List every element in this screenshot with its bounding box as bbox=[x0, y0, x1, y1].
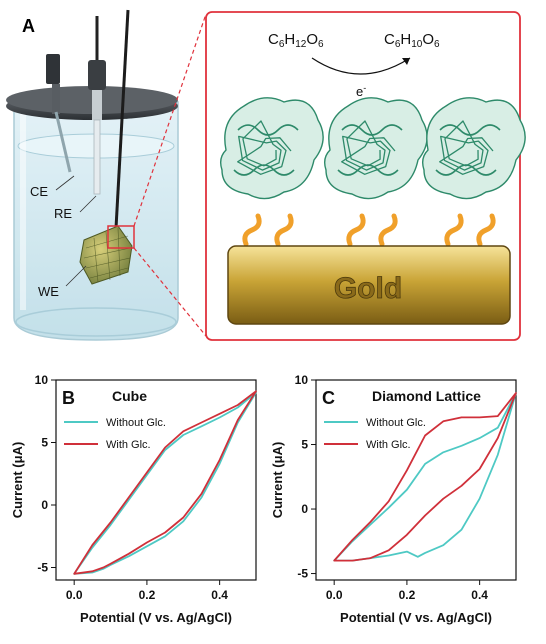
x-tick-label: 0.0 bbox=[326, 588, 343, 602]
label-we: WE bbox=[38, 284, 59, 299]
legend-label: With Glc. bbox=[366, 439, 411, 451]
y-tick-label: -5 bbox=[297, 567, 308, 581]
x-tick-label: 0.4 bbox=[211, 588, 228, 602]
linker bbox=[274, 213, 294, 247]
series-line bbox=[73, 391, 257, 575]
electron-label: e- bbox=[356, 83, 366, 99]
reaction-arrow bbox=[311, 57, 411, 75]
series-line bbox=[333, 392, 517, 562]
linker bbox=[378, 213, 398, 247]
y-tick-label: 0 bbox=[301, 502, 308, 516]
plot-frame bbox=[315, 379, 517, 581]
y-tick-label: -5 bbox=[37, 561, 48, 575]
gold-label: Gold bbox=[334, 272, 402, 305]
working-electrode bbox=[79, 9, 135, 285]
linker bbox=[476, 213, 496, 247]
series-line bbox=[333, 392, 517, 562]
enzyme-group bbox=[219, 97, 526, 200]
panel-letter: B bbox=[62, 388, 75, 408]
y-axis-label: Current (μA) bbox=[10, 442, 25, 519]
plot-frame bbox=[55, 379, 257, 581]
chart-title: Cube bbox=[112, 388, 147, 404]
chart-cube: 0.0 0.2 0.4 -5 0 5 10 Potential (V vs. Ag/AgCl)… bbox=[10, 373, 257, 625]
linker bbox=[242, 213, 262, 247]
electrode-label-lines bbox=[55, 175, 97, 287]
linker bbox=[444, 213, 464, 247]
reaction-arrow-head bbox=[402, 58, 410, 65]
x-tick-label: 0.4 bbox=[471, 588, 488, 602]
y-tick-label: 0 bbox=[41, 498, 48, 512]
y-tick-label: 5 bbox=[301, 438, 308, 452]
series-line bbox=[73, 390, 257, 575]
y-axis-label: Current (μA) bbox=[270, 442, 285, 519]
chart-title: Diamond Lattice bbox=[372, 388, 481, 404]
panel-letter: C bbox=[322, 388, 335, 408]
y-tick-label: 10 bbox=[295, 373, 309, 387]
panel-a-letter: A bbox=[22, 16, 35, 36]
label-re: RE bbox=[54, 206, 72, 221]
x-tick-label: 0.0 bbox=[66, 588, 83, 602]
linker-group bbox=[242, 213, 496, 247]
label-ce: CE bbox=[30, 184, 48, 199]
y-tick-label: 10 bbox=[35, 373, 49, 387]
gold-substrate bbox=[227, 245, 511, 325]
linker bbox=[346, 213, 366, 247]
counter-electrode bbox=[46, 54, 72, 173]
x-tick-label: 0.2 bbox=[399, 588, 416, 602]
y-tick-label: 5 bbox=[41, 436, 48, 450]
enzyme bbox=[421, 97, 526, 200]
zoom-lines bbox=[133, 13, 207, 337]
legend-label: With Glc. bbox=[106, 439, 151, 451]
chart-diamond-lattice: 0.0 0.2 0.4 -5 0 5 10 Potential (V vs. Ag/AgCl)… bbox=[270, 373, 517, 625]
legend-label: Without Glc. bbox=[366, 417, 426, 429]
x-axis-label: Potential (V vs. Ag/AgCl) bbox=[80, 610, 232, 625]
legend-label: Without Glc. bbox=[106, 417, 166, 429]
enzyme bbox=[219, 97, 324, 200]
reference-electrode bbox=[88, 16, 106, 195]
x-tick-label: 0.2 bbox=[139, 588, 156, 602]
enzyme bbox=[323, 97, 428, 200]
x-axis-label: Potential (V vs. Ag/AgCl) bbox=[340, 610, 492, 625]
